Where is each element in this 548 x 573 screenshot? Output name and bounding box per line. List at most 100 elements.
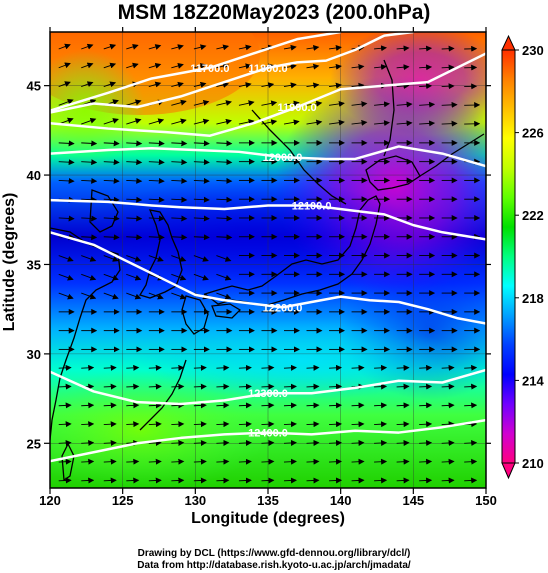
wind-arrow	[126, 81, 139, 88]
wind-arrow	[351, 45, 365, 52]
wind-arrow	[103, 177, 120, 184]
coastline-japan-shikoku	[211, 303, 242, 319]
wind-arrow	[81, 383, 95, 390]
wind-arrow	[81, 159, 98, 166]
wind-arrow	[329, 458, 343, 465]
wind-arrow	[103, 292, 119, 300]
wind-arrow	[283, 477, 297, 484]
wind-arrow	[148, 196, 165, 203]
wind-arrow	[103, 273, 119, 281]
wind-arrow	[81, 215, 98, 222]
wind-arrow	[126, 99, 142, 106]
wind-arrow	[171, 81, 184, 88]
wind-arrow	[396, 383, 410, 390]
coastline-taiwan	[61, 442, 75, 482]
wind-arrow	[193, 364, 207, 371]
wind-arrow	[58, 234, 75, 241]
wind-arrow	[441, 101, 458, 108]
wind-arrow	[419, 364, 433, 371]
wind-arrow	[441, 477, 455, 484]
wind-arrow	[126, 477, 140, 484]
y-axis-ticks: 25 30 35 40 45	[27, 79, 491, 451]
wind-arrow	[216, 255, 232, 262]
wind-arrow	[261, 82, 275, 89]
wind-arrow	[328, 63, 342, 70]
wind-arrow	[261, 477, 275, 484]
x-tick-label: 140	[330, 493, 352, 508]
wind-arrow	[419, 439, 433, 446]
wind-arrow	[58, 421, 72, 428]
wind-arrow	[238, 477, 252, 484]
wind-arrow	[351, 477, 365, 484]
wind-arrow	[126, 421, 140, 428]
colorbar-body	[501, 49, 516, 464]
wind-arrow	[261, 44, 275, 51]
wind-arrow	[58, 292, 74, 300]
wind-arrow	[283, 44, 297, 51]
wind-arrow	[148, 118, 165, 125]
wind-vectors	[58, 43, 481, 484]
wind-arrow	[126, 196, 143, 203]
wind-arrow	[148, 292, 164, 300]
wind-arrow	[238, 82, 252, 88]
contour-label: 12300.0	[248, 388, 288, 400]
wind-arrow	[103, 159, 120, 166]
wind-arrow	[329, 402, 343, 409]
wind-arrow	[126, 402, 140, 409]
wind-arrow	[171, 292, 187, 300]
wind-arrow	[351, 439, 365, 446]
contour-label: 11800.0	[248, 63, 287, 75]
wind-arrow	[126, 383, 140, 390]
wind-arrow	[81, 477, 95, 484]
wind-arrow	[171, 273, 187, 281]
wind-arrow	[193, 99, 210, 106]
wind-arrow	[396, 120, 413, 127]
wind-arrow	[126, 159, 143, 166]
wind-arrow	[238, 421, 252, 428]
cold-band-northeast	[330, 32, 486, 135]
contour-line	[50, 368, 486, 406]
wind-arrow	[81, 255, 97, 262]
wind-arrow	[148, 215, 165, 222]
contour-label: 12100.0	[292, 200, 332, 212]
wind-arrow	[396, 421, 410, 428]
colorbar-top-arrow	[501, 34, 516, 51]
wind-arrow	[374, 402, 388, 409]
wind-arrow	[261, 402, 275, 409]
wind-arrow	[171, 140, 188, 147]
green-patch-west	[50, 50, 145, 170]
x-tick-label: 130	[184, 493, 206, 508]
wind-arrow	[238, 364, 252, 371]
contour-line	[50, 145, 486, 168]
coastline-china-east	[50, 227, 121, 441]
credit-data-source: Data from http://database.rish.kyoto-u.a…	[137, 560, 411, 571]
wind-arrow	[329, 421, 343, 428]
wind-arrow	[396, 82, 410, 89]
wind-arrow	[81, 421, 95, 428]
wind-arrow	[306, 458, 320, 465]
wind-arrow	[193, 234, 210, 241]
wind-arrow	[351, 101, 368, 108]
wind-arrow	[419, 45, 433, 52]
contour-label: 12000.0	[263, 152, 303, 164]
wind-arrow	[193, 255, 209, 262]
wind-arrow	[216, 196, 233, 203]
colorbar-ticks: 230 226 222 218 214 210	[515, 43, 544, 471]
wind-arrow	[171, 234, 188, 241]
wind-arrow	[396, 458, 410, 465]
wind-arrow	[193, 118, 210, 125]
wind-arrow	[148, 234, 165, 241]
x-tick-label: 125	[112, 493, 134, 508]
wind-arrow	[148, 44, 162, 50]
wind-arrow	[306, 439, 320, 446]
wind-arrow	[216, 421, 230, 428]
colorbar: 230 226 222 218 214 210	[501, 34, 544, 480]
contour-label: 12200.0	[263, 302, 303, 314]
contour-line	[50, 32, 414, 114]
coastline-japan-kyushu	[181, 295, 209, 335]
plot-area: 11700.0 11800.0 11900.0 12000.0 12100.0 12200…	[50, 32, 486, 488]
wind-arrow	[216, 215, 233, 222]
wind-arrow	[283, 439, 297, 446]
wind-arrow	[374, 439, 388, 446]
